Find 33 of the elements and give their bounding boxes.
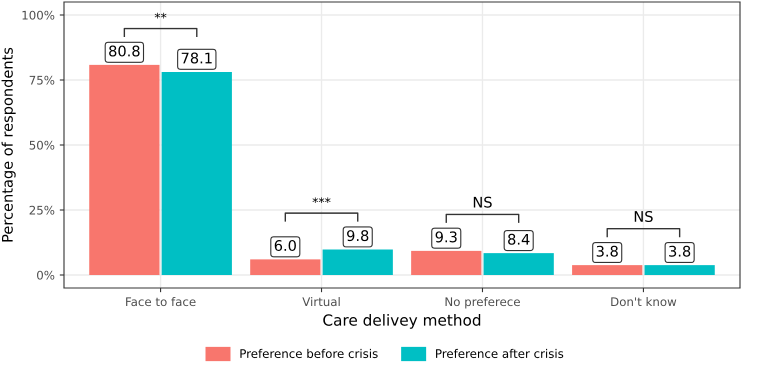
data-label: 78.1: [182, 52, 212, 64]
data-label: 9.3: [436, 231, 457, 242]
y-tick-label: 100%: [22, 10, 54, 20]
bar: [322, 250, 393, 275]
data-label: 6.0: [274, 240, 296, 252]
data-label: 80.8: [109, 46, 140, 57]
bar: [484, 253, 554, 275]
x-tick-label: Face to face: [126, 297, 196, 306]
bar: [250, 259, 320, 275]
x-axis-title: Care delivey method: [323, 314, 480, 329]
bar: [572, 265, 642, 275]
bar: [644, 265, 715, 275]
annotation: ***: [312, 197, 331, 204]
y-axis-title: Percentage of respondents: [2, 48, 16, 242]
y-tick-label: 0%: [37, 270, 54, 280]
data-label: 8.4: [508, 234, 530, 245]
y-tick-label: 50%: [30, 140, 54, 150]
legend-label: Preference after crisis: [436, 348, 564, 358]
data-label: 9.8: [347, 230, 368, 242]
annotation: **: [154, 12, 166, 18]
y-tick-label: 75%: [30, 76, 54, 85]
annotation: NS: [474, 196, 492, 208]
annotation: NS: [634, 210, 653, 222]
bar: [162, 72, 232, 275]
legend-label: Preference before crisis: [240, 348, 378, 358]
y-tick-label: 25%: [30, 206, 54, 215]
x-tick-label: No preferece: [446, 297, 520, 308]
bar: [89, 64, 160, 275]
x-tick-label: Virtual: [302, 297, 340, 306]
data-label: 3.8: [596, 246, 618, 257]
data-label: 3.8: [669, 246, 690, 257]
x-tick-label: Don't know: [611, 297, 676, 306]
bar: [411, 250, 482, 275]
